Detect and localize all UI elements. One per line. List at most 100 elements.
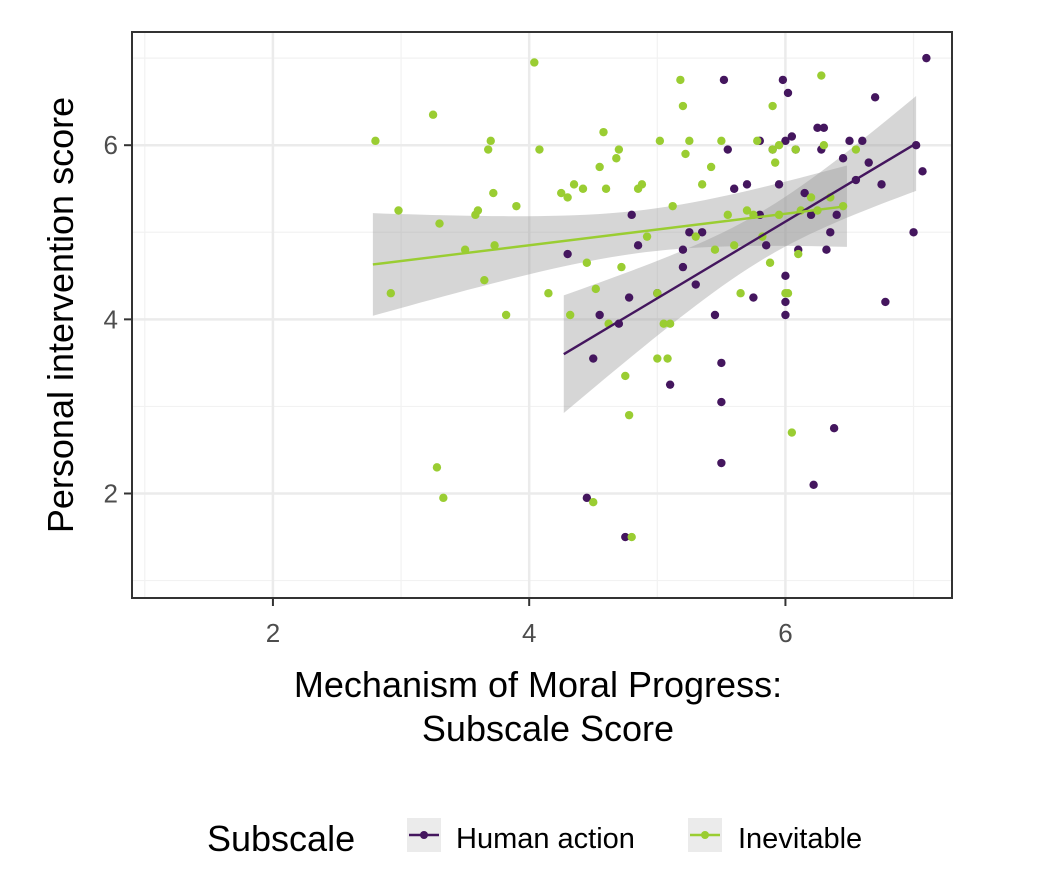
point-inevitable xyxy=(770,158,780,167)
point-inevitable xyxy=(614,145,624,154)
point-human-action xyxy=(697,228,707,237)
point-human-action xyxy=(800,188,809,198)
point-human-action xyxy=(783,88,793,98)
point-inevitable xyxy=(665,319,675,328)
confidence-ribbon-inevitable xyxy=(372,165,847,316)
legend-title: Subscale xyxy=(207,818,355,859)
point-inevitable xyxy=(428,110,438,119)
point-inevitable xyxy=(489,188,498,198)
x-tick-label: 6 xyxy=(778,618,792,648)
point-inevitable xyxy=(736,289,745,298)
point-inevitable xyxy=(742,206,752,215)
point-human-action xyxy=(589,354,598,363)
point-inevitable xyxy=(589,498,598,507)
point-inevitable xyxy=(512,201,521,211)
y-tick-label: 6 xyxy=(104,130,118,160)
point-inevitable xyxy=(787,428,797,437)
point-human-action xyxy=(781,310,790,320)
point-inevitable xyxy=(582,258,592,267)
point-inevitable xyxy=(565,310,575,320)
legend: Subscale Human action Inevitable xyxy=(207,818,862,859)
point-inevitable xyxy=(386,289,396,298)
point-human-action xyxy=(563,249,572,259)
point-inevitable xyxy=(710,245,720,254)
legend-label-human-action: Human action xyxy=(456,823,635,855)
point-inevitable xyxy=(394,206,403,215)
point-inevitable xyxy=(663,354,672,363)
point-inevitable xyxy=(627,532,636,542)
y-tick-label: 4 xyxy=(104,304,118,334)
point-human-action xyxy=(633,241,643,250)
point-human-action xyxy=(685,228,694,237)
point-inevitable xyxy=(681,149,690,159)
point-inevitable xyxy=(783,289,793,298)
point-human-action xyxy=(813,123,822,132)
point-inevitable xyxy=(480,275,489,285)
point-human-action xyxy=(909,228,918,237)
point-human-action xyxy=(778,75,788,85)
point-inevitable xyxy=(691,232,700,241)
point-human-action xyxy=(819,123,829,132)
point-inevitable xyxy=(563,193,572,202)
point-human-action xyxy=(806,210,816,220)
legend-key-human-action xyxy=(407,818,441,852)
point-human-action xyxy=(918,167,927,176)
point-inevitable xyxy=(483,145,493,154)
point-human-action xyxy=(774,180,784,189)
point-human-action xyxy=(781,136,790,146)
point-human-action xyxy=(627,210,636,220)
point-human-action xyxy=(595,310,604,320)
confidence-ribbons xyxy=(372,95,917,414)
point-human-action xyxy=(826,228,835,237)
point-human-action xyxy=(723,145,732,154)
point-human-action xyxy=(717,458,726,468)
point-inevitable xyxy=(486,136,495,146)
point-inevitable xyxy=(768,101,777,111)
point-human-action xyxy=(809,480,818,489)
point-inevitable xyxy=(851,145,861,154)
point-human-action xyxy=(717,397,726,407)
legend-label-inevitable: Inevitable xyxy=(738,823,862,855)
point-inevitable xyxy=(624,410,634,420)
point-inevitable xyxy=(676,75,685,85)
point-inevitable xyxy=(653,289,662,298)
point-inevitable xyxy=(765,258,775,267)
point-inevitable xyxy=(601,184,611,193)
trend-line-human-action xyxy=(563,142,917,356)
point-inevitable xyxy=(655,136,665,146)
point-human-action xyxy=(845,136,854,146)
point-inevitable xyxy=(678,101,688,111)
point-human-action xyxy=(787,132,797,141)
point-inevitable xyxy=(490,241,499,250)
point-inevitable xyxy=(557,188,566,198)
point-inevitable xyxy=(668,201,677,211)
point-inevitable xyxy=(794,249,803,259)
y-tick-label: 2 xyxy=(104,479,118,509)
point-human-action xyxy=(781,297,790,307)
point-inevitable xyxy=(768,145,777,154)
point-human-action xyxy=(858,136,867,146)
point-inevitable xyxy=(371,136,380,146)
point-human-action xyxy=(829,424,839,433)
legend-key-inevitable xyxy=(688,818,722,852)
point-inevitable xyxy=(595,162,604,172)
confidence-ribbon-human-action xyxy=(563,95,917,414)
point-human-action xyxy=(870,93,880,102)
grid xyxy=(132,32,952,598)
point-human-action xyxy=(665,380,675,389)
point-inevitable xyxy=(473,206,483,215)
point-human-action xyxy=(742,180,752,189)
point-human-action xyxy=(678,262,688,272)
point-inevitable xyxy=(659,319,668,328)
x-axis-title-line-1: Mechanism of Moral Progress: xyxy=(294,664,782,705)
point-inevitable xyxy=(697,180,707,189)
point-human-action xyxy=(624,293,634,302)
point-inevitable xyxy=(685,136,694,146)
point-inevitable xyxy=(723,210,732,220)
point-inevitable xyxy=(621,371,630,381)
point-inevitable xyxy=(591,284,601,294)
point-human-action xyxy=(710,310,720,320)
point-inevitable xyxy=(774,141,784,150)
point-inevitable xyxy=(753,136,762,146)
point-human-action xyxy=(621,532,630,542)
